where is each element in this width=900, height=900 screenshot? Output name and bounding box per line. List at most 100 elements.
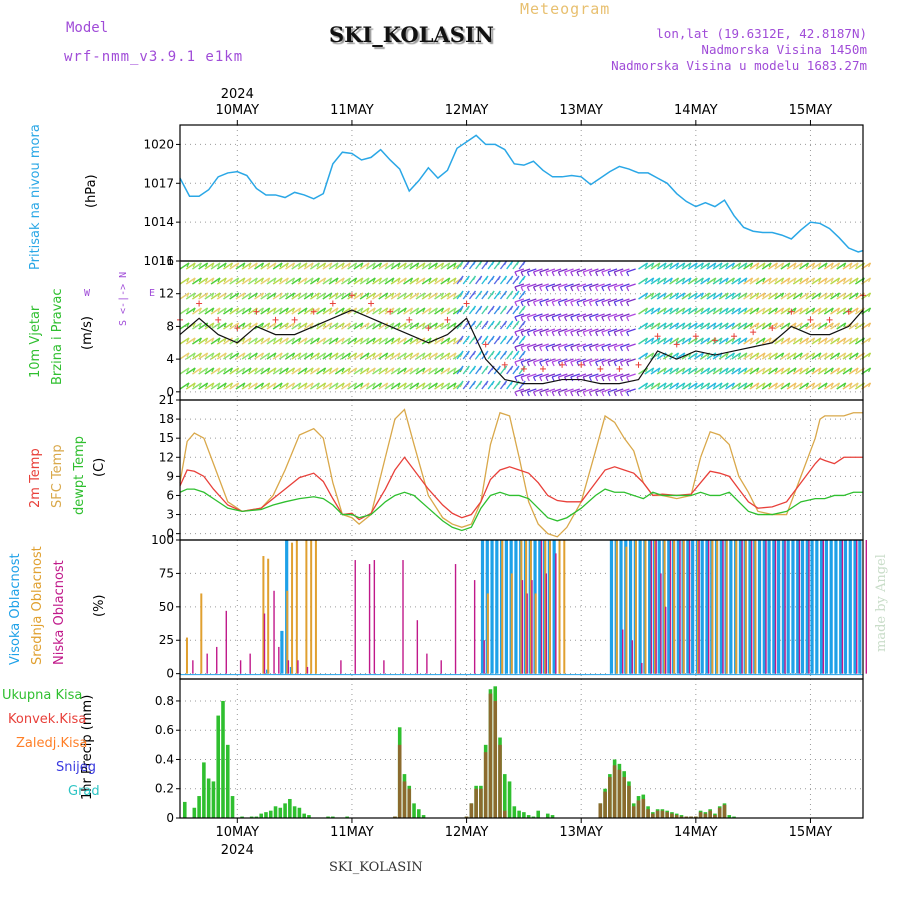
wind-barb: [242, 262, 246, 268]
wind-barb: [267, 337, 271, 343]
wind-barb: [551, 346, 555, 352]
wind-barb: [744, 337, 748, 343]
wind-barb: [446, 262, 457, 270]
day-label-bottom: 11MAY: [330, 825, 374, 840]
wind-barb: [786, 292, 797, 300]
wind-barb: [718, 367, 729, 375]
ytick-label: 100: [151, 533, 174, 547]
wind-barb: [247, 262, 258, 270]
wind-barb: [551, 268, 562, 273]
wind-barb: [520, 283, 531, 288]
ytick-label: 12: [159, 287, 174, 301]
ytick-label: 4: [166, 352, 174, 366]
wind-barb: [539, 271, 543, 277]
wind-barb: [365, 262, 376, 270]
wind-barb: [328, 367, 339, 375]
wind-barb: [341, 292, 345, 298]
wind-barb: [298, 352, 302, 358]
wind-barb: [460, 275, 464, 281]
wind-barb: [310, 262, 314, 268]
wind-barb: [626, 388, 636, 393]
wind-barb: [799, 292, 803, 298]
wind-barb: [786, 367, 797, 375]
wind-barb: [328, 322, 339, 330]
wind-barb: [510, 335, 514, 341]
wind-barb: [427, 277, 438, 285]
wind-barb: [774, 382, 785, 390]
wind-barb: [564, 331, 568, 337]
wind-barb: [510, 290, 514, 296]
wind-barb: [756, 382, 760, 388]
cloud-high-bar: [719, 540, 723, 674]
wind-barb: [217, 307, 221, 313]
wind-barb: [503, 305, 508, 311]
wind-barb: [713, 262, 717, 268]
wind-barb: [497, 335, 501, 341]
wind-speed-line: [179, 309, 864, 385]
wind-barb: [422, 277, 426, 283]
wind-barb: [669, 262, 673, 268]
wind-barb: [564, 391, 568, 397]
wind-barb: [304, 337, 308, 343]
cloud-low-bar: [206, 653, 208, 674]
wind-barb: [186, 367, 190, 373]
wind-barb: [273, 322, 277, 328]
wind-barb: [799, 277, 809, 285]
wind-barb: [216, 337, 227, 345]
wind-barb: [718, 322, 729, 330]
wind-barb: [472, 365, 476, 371]
wind-barb: [656, 367, 667, 375]
wind-barb: [656, 337, 667, 345]
wind-barb: [700, 337, 710, 345]
wind-barb: [223, 322, 227, 328]
wind-barb: [185, 382, 196, 390]
wind-barb: [792, 367, 803, 375]
wind-barb: [737, 367, 748, 375]
wind-barb: [310, 352, 320, 360]
wind-barb: [756, 307, 760, 313]
wind-barb: [378, 262, 383, 268]
wind-barb: [582, 361, 586, 367]
wind-barb: [849, 337, 853, 343]
wind-barb: [601, 301, 605, 307]
cloud-low-bar: [402, 560, 404, 674]
wind-barb: [848, 292, 859, 300]
wind-barb: [485, 260, 489, 266]
wind-barb: [210, 367, 221, 375]
wind-barb: [558, 328, 568, 333]
precip-conv-bar: [713, 815, 717, 818]
wind-barb: [260, 277, 271, 285]
wind-barb: [774, 262, 778, 268]
wind-barb: [607, 343, 618, 348]
wind-barb: [817, 367, 828, 375]
wind-barb: [409, 277, 420, 285]
ytick-label: 16: [159, 254, 174, 268]
wind-barb: [551, 286, 555, 292]
wind-barb: [266, 367, 277, 375]
wind-barb: [291, 277, 302, 285]
wind-barb: [589, 268, 599, 273]
wind-barb: [607, 316, 611, 322]
wind-barb: [514, 346, 518, 352]
cloud-mid-bar: [310, 540, 313, 674]
wind-barb: [260, 352, 271, 360]
wind-barb: [447, 367, 451, 373]
wind-barb: [805, 367, 810, 373]
day-label-bottom: 14MAY: [674, 825, 718, 840]
wind-barb: [817, 262, 828, 270]
wind-barb: [510, 320, 514, 326]
wind-barb: [229, 352, 234, 358]
wind-barb: [378, 307, 389, 315]
wind-barb: [744, 367, 748, 373]
wind-barb: [235, 292, 246, 300]
wind-barb: [601, 361, 605, 367]
cloud-high-bar: [843, 540, 848, 674]
wind-barb: [750, 382, 754, 388]
wind-barb: [576, 301, 580, 307]
wind-barb: [626, 313, 636, 318]
wind-barb: [601, 343, 612, 348]
wind-barb: [558, 313, 568, 318]
wind-barb: [663, 307, 667, 313]
wind-barb: [780, 352, 791, 360]
wind-barb: [570, 388, 580, 393]
